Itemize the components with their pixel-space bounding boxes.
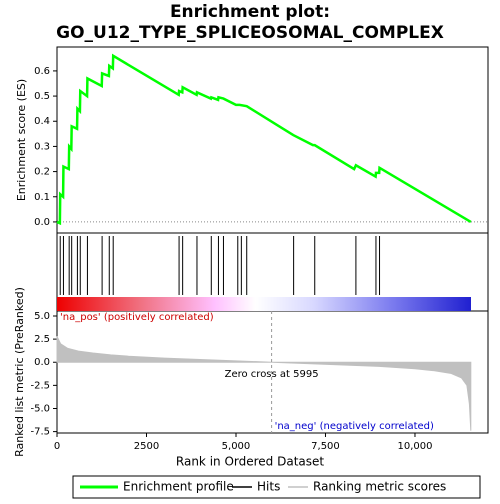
- color-bar: [57, 297, 471, 311]
- y-tick-label: 0.5: [34, 91, 50, 102]
- annotation: Zero cross at 5995: [225, 369, 319, 380]
- y-tick-label: 0.0: [34, 217, 50, 228]
- frame: [56, 46, 489, 434]
- metric-area: [56, 336, 472, 431]
- y-tick-label: 0.1: [34, 192, 50, 203]
- y-tick-label: 5.0: [34, 311, 50, 322]
- title: Enrichment plot:: [170, 2, 330, 22]
- y-tick-label: 0.6: [34, 66, 50, 77]
- y-tick-label: 0.3: [34, 141, 50, 152]
- annotation: 'na_neg' (negatively correlated): [275, 421, 434, 432]
- legend-label: Enrichment profile: [123, 480, 234, 494]
- legend-label: Ranking metric scores: [313, 480, 446, 494]
- y-tick-label: 0.4: [34, 116, 50, 127]
- x-tick-label: 7,500: [311, 441, 340, 452]
- y-tick-label: -7.5: [30, 427, 50, 438]
- plot: 0.0 0.1 0.2 0.3 0.4 0.5 0.6 5.0 2.5 0.0 -2.5 -5.0 -7…: [30, 53, 488, 452]
- legend-label: Hits: [257, 480, 280, 494]
- y-tick-label: 0.0: [34, 357, 50, 368]
- y-tick-label: -5.0: [30, 403, 50, 414]
- x-tick-label: 2500: [134, 441, 159, 452]
- x-tick-label: 0: [54, 441, 60, 452]
- es-curve: [56, 53, 472, 226]
- x-tick-label: 10,000: [397, 441, 432, 452]
- y-tick-label: -2.5: [30, 380, 50, 391]
- y-tick-label: 0.2: [34, 167, 50, 178]
- x-tick-label: 5,000: [222, 441, 251, 452]
- subtitle: GO_U12_TYPE_SPLICEOSOMAL_COMPLEX: [56, 23, 444, 43]
- y-axis-label: Enrichment score (ES): [15, 79, 28, 201]
- annotation: 'na_pos' (positively correlated): [60, 312, 214, 323]
- x-axis-label: Rank in Ordered Dataset: [176, 455, 324, 469]
- legend: [72, 475, 481, 499]
- y-tick-label: 2.5: [34, 334, 50, 345]
- y-axis-label: Ranked list metric (PreRanked): [13, 287, 26, 457]
